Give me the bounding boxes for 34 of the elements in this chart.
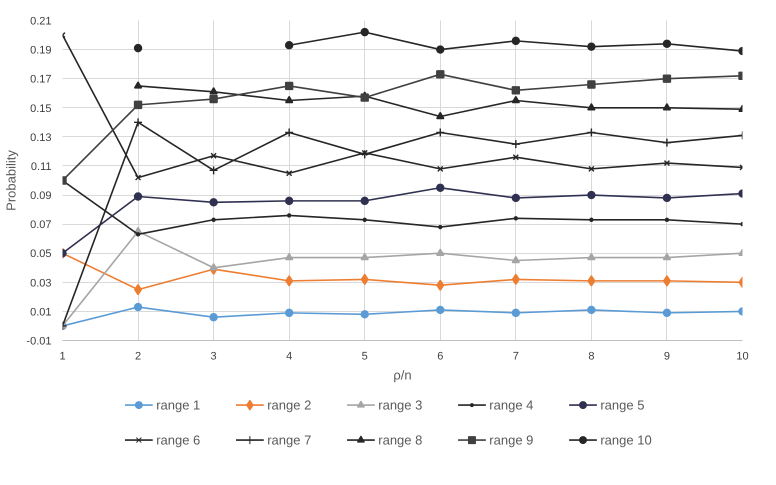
y-tick-label: 0.03 xyxy=(30,277,52,290)
x-axis-title: ρ/n xyxy=(393,368,412,382)
legend-label: range 5 xyxy=(600,398,644,413)
y-tick-label: 0.13 xyxy=(30,132,52,144)
x-tick-label: 6 xyxy=(437,350,444,362)
legend-label: range 2 xyxy=(267,398,312,413)
x-tick-label: 1 xyxy=(59,350,66,362)
y-tick-label: 0.17 xyxy=(30,74,52,86)
x-tick-label: 10 xyxy=(736,350,749,362)
x-tick-label: 2 xyxy=(134,350,142,362)
x-tick-label: 7 xyxy=(512,350,519,362)
legend-label: range 7 xyxy=(267,432,312,448)
x-tick-label: 9 xyxy=(664,350,670,362)
x-tick-label: 8 xyxy=(588,350,594,362)
y-tick-label: 0.01 xyxy=(30,306,52,318)
y-tick-label: 0.19 xyxy=(30,44,52,57)
legend-label: range 8 xyxy=(378,432,422,448)
y-tick-label: 0.07 xyxy=(30,219,52,232)
x-tick-label: 5 xyxy=(362,350,368,362)
legend-label: range 1 xyxy=(156,398,200,413)
y-tick-label: 0.15 xyxy=(30,102,52,115)
y-tick-label: 0.09 xyxy=(30,190,52,202)
legend-label: range 9 xyxy=(489,432,534,448)
legend-label: range 6 xyxy=(156,432,200,448)
legend-label: range 10 xyxy=(600,432,652,448)
y-tick-label: -0.01 xyxy=(26,336,52,348)
y-tick-label: 0.11 xyxy=(30,160,52,173)
legend-label: range 3 xyxy=(378,398,422,413)
y-tick-label: 0.21 xyxy=(30,16,52,28)
x-tick-label: 4 xyxy=(286,350,292,362)
y-tick-label: 0.05 xyxy=(30,248,52,260)
legend-label: range 4 xyxy=(489,398,534,413)
x-tick-label: 3 xyxy=(210,350,217,362)
y-axis-title: Probability xyxy=(3,150,18,211)
